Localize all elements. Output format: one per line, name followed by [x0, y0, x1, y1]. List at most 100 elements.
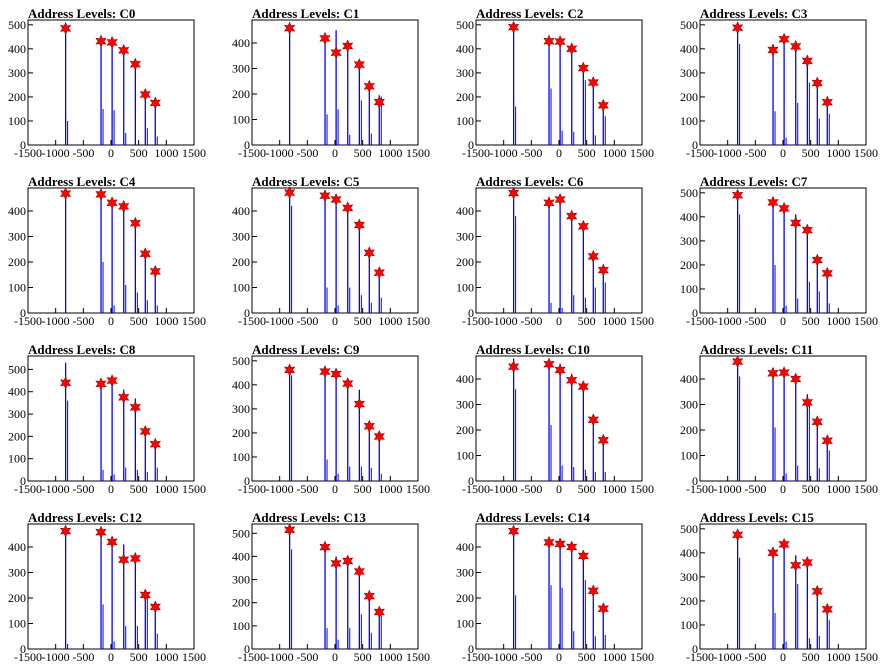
x-tick-label: 1500 — [182, 650, 206, 664]
x-tick-label: 1000 — [826, 482, 850, 496]
peak-star-marker — [587, 584, 600, 598]
chart-panel: 0 100 200 300 400 500 -1500 -1000 -500 0 500 1000 15… — [672, 504, 896, 672]
y-tick-label: 0 — [20, 138, 26, 152]
x-tick-label: 0 — [108, 146, 114, 160]
x-tick-label: -1000 — [714, 482, 742, 496]
peak-star-marker — [106, 35, 118, 50]
y-tick-label: 100 — [456, 616, 474, 630]
peak-star-marker — [283, 523, 296, 537]
x-tick-label: -1500 — [462, 650, 490, 664]
chart-plot-area: 0 100 200 300 400 500 -1500 -1000 -500 0 500 1000 15… — [680, 186, 878, 328]
chart-panel: 0 100 200 300 400 -1500 -1000 -500 0 500 1000 1500 A… — [448, 504, 672, 672]
y-tick-label: 0 — [20, 474, 26, 488]
x-tick-label: -1000 — [490, 314, 518, 328]
x-tick-label: 1500 — [854, 482, 878, 496]
y-tick-label: 200 — [680, 258, 698, 272]
peak-star-marker — [283, 363, 296, 377]
x-tick-label: 500 — [802, 146, 820, 160]
chart-panel: 0 100 200 300 400 500 -1500 -1000 -500 0 500 1000 15… — [0, 0, 224, 168]
chart-plot-area: 0 100 200 300 400 500 -1500 -1000 -500 0 500 1000 15… — [232, 354, 430, 496]
y-tick-label: 400 — [456, 42, 474, 56]
peak-star-marker — [554, 34, 566, 49]
x-tick-label: 1500 — [406, 314, 430, 328]
x-tick-label: 1000 — [154, 314, 178, 328]
y-tick-label: 200 — [232, 255, 250, 269]
y-tick-label: 100 — [232, 450, 250, 464]
peak-star-marker — [283, 21, 296, 35]
y-tick-label: 100 — [456, 114, 474, 128]
peak-star-marker — [149, 437, 162, 451]
x-tick-label: -1500 — [14, 650, 42, 664]
chart-plot-area: 0 100 200 300 400 500 -1500 -1000 -500 0 500 1000 15… — [8, 355, 206, 496]
y-tick-label: 300 — [680, 66, 698, 80]
x-tick-label: -1000 — [42, 482, 70, 496]
y-tick-label: 400 — [232, 378, 250, 392]
peak-star-marker — [353, 564, 366, 579]
y-tick-label: 100 — [680, 114, 698, 128]
peak-star-marker — [330, 46, 342, 60]
peak-star-marker — [811, 584, 824, 598]
x-tick-label: 1500 — [182, 314, 206, 328]
x-tick-label: -1500 — [462, 482, 490, 496]
chart-panel: 0 100 200 300 400 -1500 -1000 -500 0 500 1000 1500 A… — [448, 336, 672, 504]
x-tick-label: -1500 — [686, 314, 714, 328]
x-tick-label: 0 — [108, 314, 114, 328]
x-tick-label: 500 — [354, 146, 372, 160]
x-tick-label: 1000 — [826, 146, 850, 160]
y-tick-label: 100 — [232, 280, 250, 294]
peak-star-marker — [778, 201, 790, 216]
peak-star-marker — [129, 57, 142, 71]
y-tick-label: 0 — [244, 642, 250, 656]
x-tick-label: 0 — [108, 650, 114, 664]
y-tick-label: 400 — [232, 36, 250, 50]
y-tick-label: 300 — [456, 397, 474, 411]
y-tick-label: 500 — [8, 362, 26, 376]
x-tick-label: 1000 — [154, 650, 178, 664]
chart-panel: 0 100 200 300 400 500 -1500 -1000 -500 0 500 1000 15… — [224, 336, 448, 504]
peak-star-marker — [59, 21, 72, 36]
x-tick-label: 1500 — [630, 650, 654, 664]
chart-panel: 0 100 200 300 400 500 -1500 -1000 -500 0 500 1000 15… — [672, 0, 896, 168]
x-tick-label: 1000 — [602, 314, 626, 328]
peak-star-marker — [554, 192, 566, 207]
y-tick-label: 0 — [244, 474, 250, 488]
x-tick-label: -500 — [520, 314, 542, 328]
x-tick-label: -500 — [296, 314, 318, 328]
peak-star-marker — [587, 413, 600, 427]
peak-star-marker — [106, 373, 118, 388]
y-tick-label: 200 — [8, 90, 26, 104]
y-tick-label: 100 — [8, 114, 26, 128]
x-tick-label: -500 — [744, 314, 766, 328]
peak-star-marker — [565, 540, 578, 554]
chart-title: Address Levels: C12 — [28, 510, 142, 525]
x-tick-label: 500 — [130, 146, 148, 160]
y-tick-label: 0 — [20, 642, 26, 656]
chart-title: Address Levels: C4 — [28, 174, 136, 189]
y-tick-label: 500 — [680, 186, 698, 200]
peak-star-marker — [789, 558, 802, 572]
x-tick-label: 1500 — [406, 650, 430, 664]
y-tick-label: 100 — [232, 619, 250, 633]
x-tick-label: -1000 — [266, 650, 294, 664]
chart-plot-area: 0 100 200 300 400 500 -1500 -1000 -500 0 500 1000 15… — [232, 523, 430, 664]
y-tick-label: 400 — [8, 540, 26, 554]
x-tick-label: -500 — [296, 650, 318, 664]
x-tick-label: 0 — [780, 650, 786, 664]
chart-panel: 0 100 200 300 400 500 -1500 -1000 -500 0 500 1000 15… — [672, 168, 896, 336]
x-tick-label: 500 — [802, 482, 820, 496]
y-tick-label: 100 — [8, 280, 26, 294]
chart-plot-area: 0 100 200 300 400 -1500 -1000 -500 0 500 1000 1500 — [232, 19, 430, 160]
peak-star-marker — [319, 540, 331, 554]
peak-star-marker — [597, 433, 610, 447]
x-tick-label: -1000 — [266, 146, 294, 160]
y-tick-label: 500 — [680, 522, 698, 536]
y-tick-label: 300 — [456, 565, 474, 579]
chart-title: Address Levels: C0 — [28, 6, 136, 21]
x-tick-label: 0 — [780, 314, 786, 328]
y-tick-label: 400 — [8, 42, 26, 56]
y-tick-label: 0 — [468, 306, 474, 320]
peak-star-marker — [731, 354, 744, 369]
y-tick-label: 100 — [8, 452, 26, 466]
peak-star-marker — [821, 602, 834, 616]
x-tick-label: 1500 — [182, 146, 206, 160]
